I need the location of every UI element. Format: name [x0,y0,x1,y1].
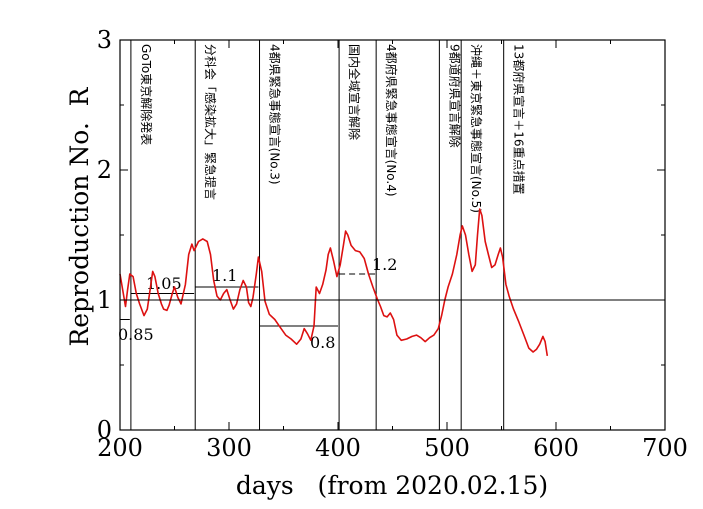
x-tick-label: 700 [642,434,688,462]
x-tick-label: 200 [97,434,143,462]
event-label: 13都府県宣言＋16重点措置 [512,44,527,195]
x-axis-label: days (from 2020.02.15) [236,471,548,500]
period-mean-label: 0.85 [118,325,154,344]
event-label: 4都県緊急事態宣言(No.3) [268,44,283,185]
series-line [119,208,549,357]
x-tick-label: 300 [206,434,252,462]
period-means: 0.851.05 1.10.81.2 [118,255,397,352]
event-label: 分科会「感染拡大」緊急提言 [203,44,218,200]
x-tick-label: 400 [315,434,361,462]
event-label: 沖縄＋東京緊急事態宣言(No.5) [469,44,484,213]
event-markers: GoTo東京解除発表 分科会「感染拡大」緊急提言 4都県緊急事態宣言(No.3) 国内… [130,40,527,430]
event-label: 4都府県緊急事態宣言(No.4) [384,44,399,197]
x-tick-label: 500 [424,434,470,462]
x-tick-label: 600 [533,434,579,462]
y-tick-label: 1 [97,286,112,314]
y-axis-label: Reproduction No. R [65,86,94,346]
axes: 200 300 400 500 600 700 0 1 2 3 [97,26,688,462]
period-mean-label: 0.8 [310,333,335,352]
event-label: 9都道府県宣言解除 [447,44,462,148]
period-mean-label: 1.2 [372,255,397,274]
series-group [119,208,549,357]
y-tick-label: 3 [97,26,112,54]
y-tick-label: 2 [97,156,112,184]
period-mean-label: 1.1 [212,266,237,285]
event-label: 国内全域宣言解除 [347,44,362,140]
y-tick-label: 0 [97,416,112,444]
event-label: GoTo東京解除発表 [139,44,154,145]
